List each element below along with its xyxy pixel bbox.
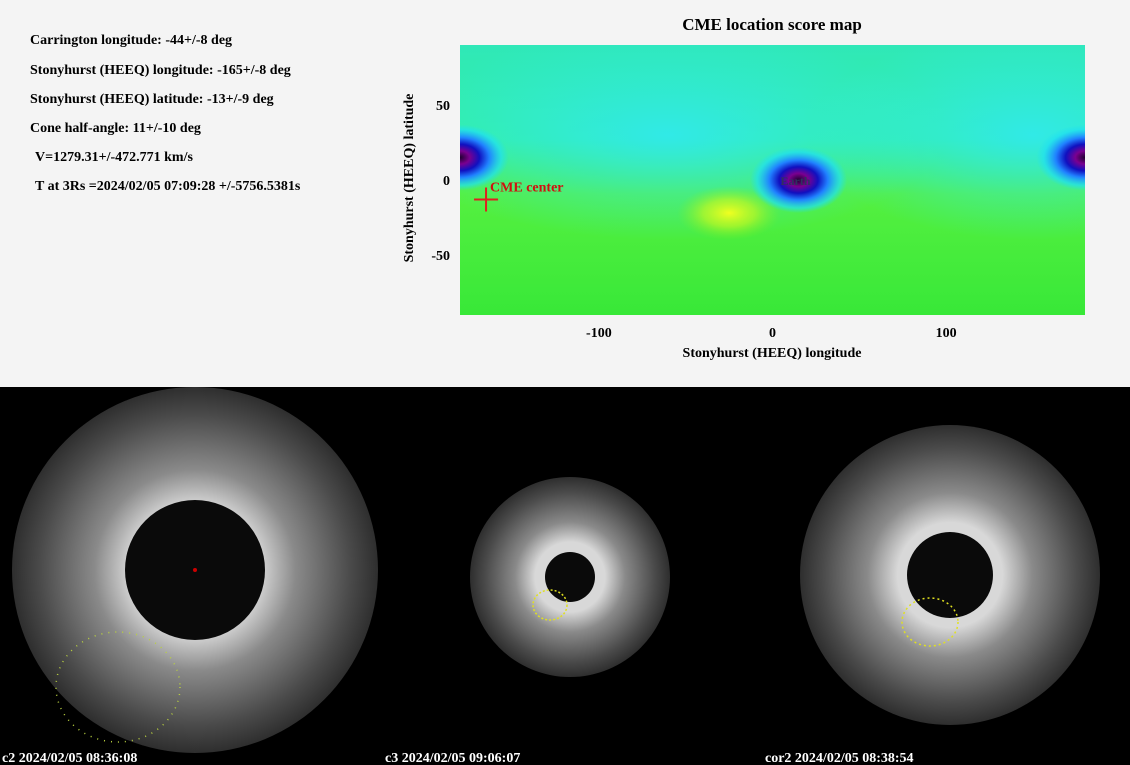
info-line: V=1279.31+/-472.771 km/s [35,150,193,165]
x-tick-label: -100 [586,326,612,341]
info-line: Cone half-angle: 11+/-10 deg [30,121,201,136]
y-axis-label: Stonyhurst (HEEQ) latitude [402,94,417,263]
info-line: T at 3Rs =2024/02/05 07:09:28 +/-5756.53… [35,179,301,194]
coronagraph-panel: c2 2024/02/05 08:36:08 c3 2024/02/05 09:… [0,387,1130,765]
info-line: Stonyhurst (HEEQ) longitude: -165+/-8 de… [30,63,291,78]
c2-image [12,387,378,753]
y-tick-label: 50 [436,99,450,114]
image-label: c2 2024/02/05 08:36:08 [2,751,137,765]
image-label: cor2 2024/02/05 08:38:54 [765,751,914,765]
c3-image [470,477,670,677]
x-axis-label: Stonyhurst (HEEQ) longitude [683,346,862,361]
annotation: CME center [490,181,563,196]
heatmap-blob [1036,124,1085,191]
info-line: Carrington longitude: -44+/-8 deg [30,33,233,48]
heatmap-halo [807,45,1085,240]
x-tick-label: 100 [936,326,957,341]
image-label: c3 2024/02/05 09:06:07 [385,751,520,765]
cor2-image [800,425,1100,725]
heatmap-highlight [677,186,782,240]
map-title: CME location score map [682,15,862,34]
annotation: Earth [781,174,811,188]
y-tick-label: 0 [443,174,450,189]
x-tick-label: 0 [769,326,776,341]
info-line: Stonyhurst (HEEQ) latitude: -13+/-9 deg [30,92,274,107]
heatmap-blob [460,124,509,191]
y-tick-label: -50 [431,249,450,264]
score-map: CME location score map Stonyhurst (HEEQ)… [402,15,1085,361]
heatmap-blob [749,147,848,213]
